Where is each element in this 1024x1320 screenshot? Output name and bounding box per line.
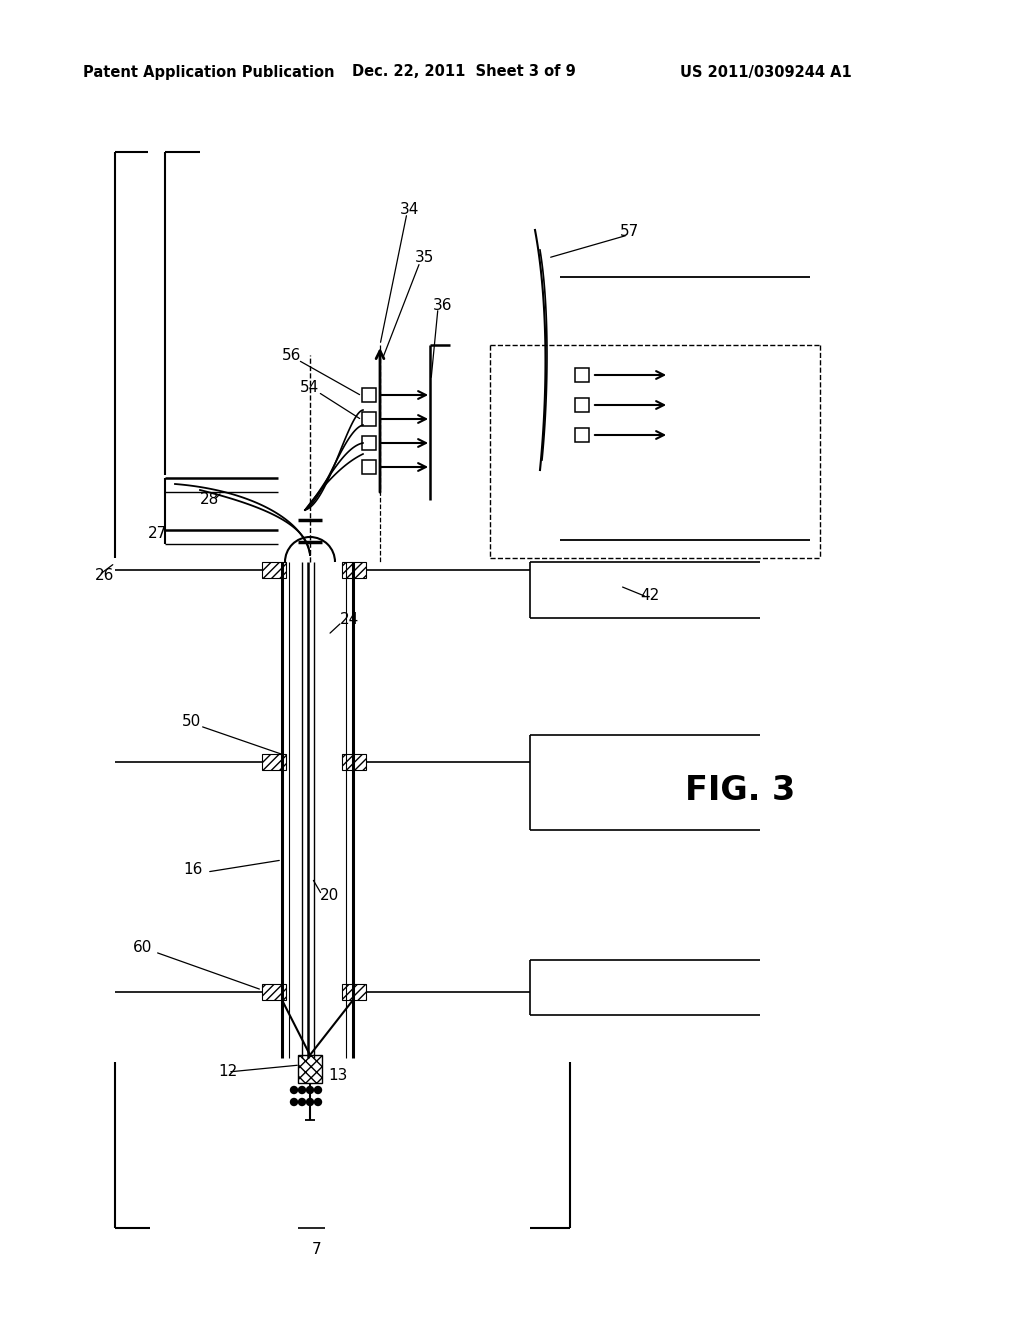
Bar <box>575 428 589 442</box>
Text: 26: 26 <box>95 568 115 582</box>
Bar <box>298 1055 322 1082</box>
Circle shape <box>291 1086 298 1093</box>
Bar <box>362 459 376 474</box>
Text: Patent Application Publication: Patent Application Publication <box>83 65 335 79</box>
Circle shape <box>314 1098 322 1106</box>
Text: 42: 42 <box>640 587 659 602</box>
Bar <box>575 399 589 412</box>
Text: FIG. 3: FIG. 3 <box>685 774 796 807</box>
Circle shape <box>291 1098 298 1106</box>
Circle shape <box>299 1086 305 1093</box>
Bar <box>342 754 366 770</box>
Circle shape <box>314 1086 322 1093</box>
Bar <box>575 368 589 381</box>
Text: 24: 24 <box>340 612 359 627</box>
Bar <box>342 562 366 578</box>
Text: 7: 7 <box>312 1242 322 1258</box>
Bar <box>342 983 366 1001</box>
Circle shape <box>306 1098 313 1106</box>
Text: 27: 27 <box>148 527 167 541</box>
Bar <box>262 983 286 1001</box>
Text: 36: 36 <box>433 297 453 313</box>
Text: US 2011/0309244 A1: US 2011/0309244 A1 <box>680 65 852 79</box>
Text: 20: 20 <box>319 887 339 903</box>
Text: Dec. 22, 2011  Sheet 3 of 9: Dec. 22, 2011 Sheet 3 of 9 <box>352 65 575 79</box>
Circle shape <box>306 1086 313 1093</box>
Text: 12: 12 <box>218 1064 238 1080</box>
Text: 28: 28 <box>200 492 219 507</box>
Bar <box>362 388 376 403</box>
Text: 50: 50 <box>182 714 202 730</box>
Text: 13: 13 <box>328 1068 347 1082</box>
Bar <box>362 436 376 450</box>
Text: 35: 35 <box>415 251 434 265</box>
Text: 16: 16 <box>183 862 203 878</box>
Text: 34: 34 <box>400 202 420 218</box>
Circle shape <box>299 1098 305 1106</box>
Text: 60: 60 <box>133 940 153 956</box>
Text: 57: 57 <box>620 224 639 239</box>
Text: 56: 56 <box>282 348 301 363</box>
Bar <box>262 754 286 770</box>
Text: 54: 54 <box>300 380 319 396</box>
Bar <box>262 562 286 578</box>
Bar <box>362 412 376 426</box>
